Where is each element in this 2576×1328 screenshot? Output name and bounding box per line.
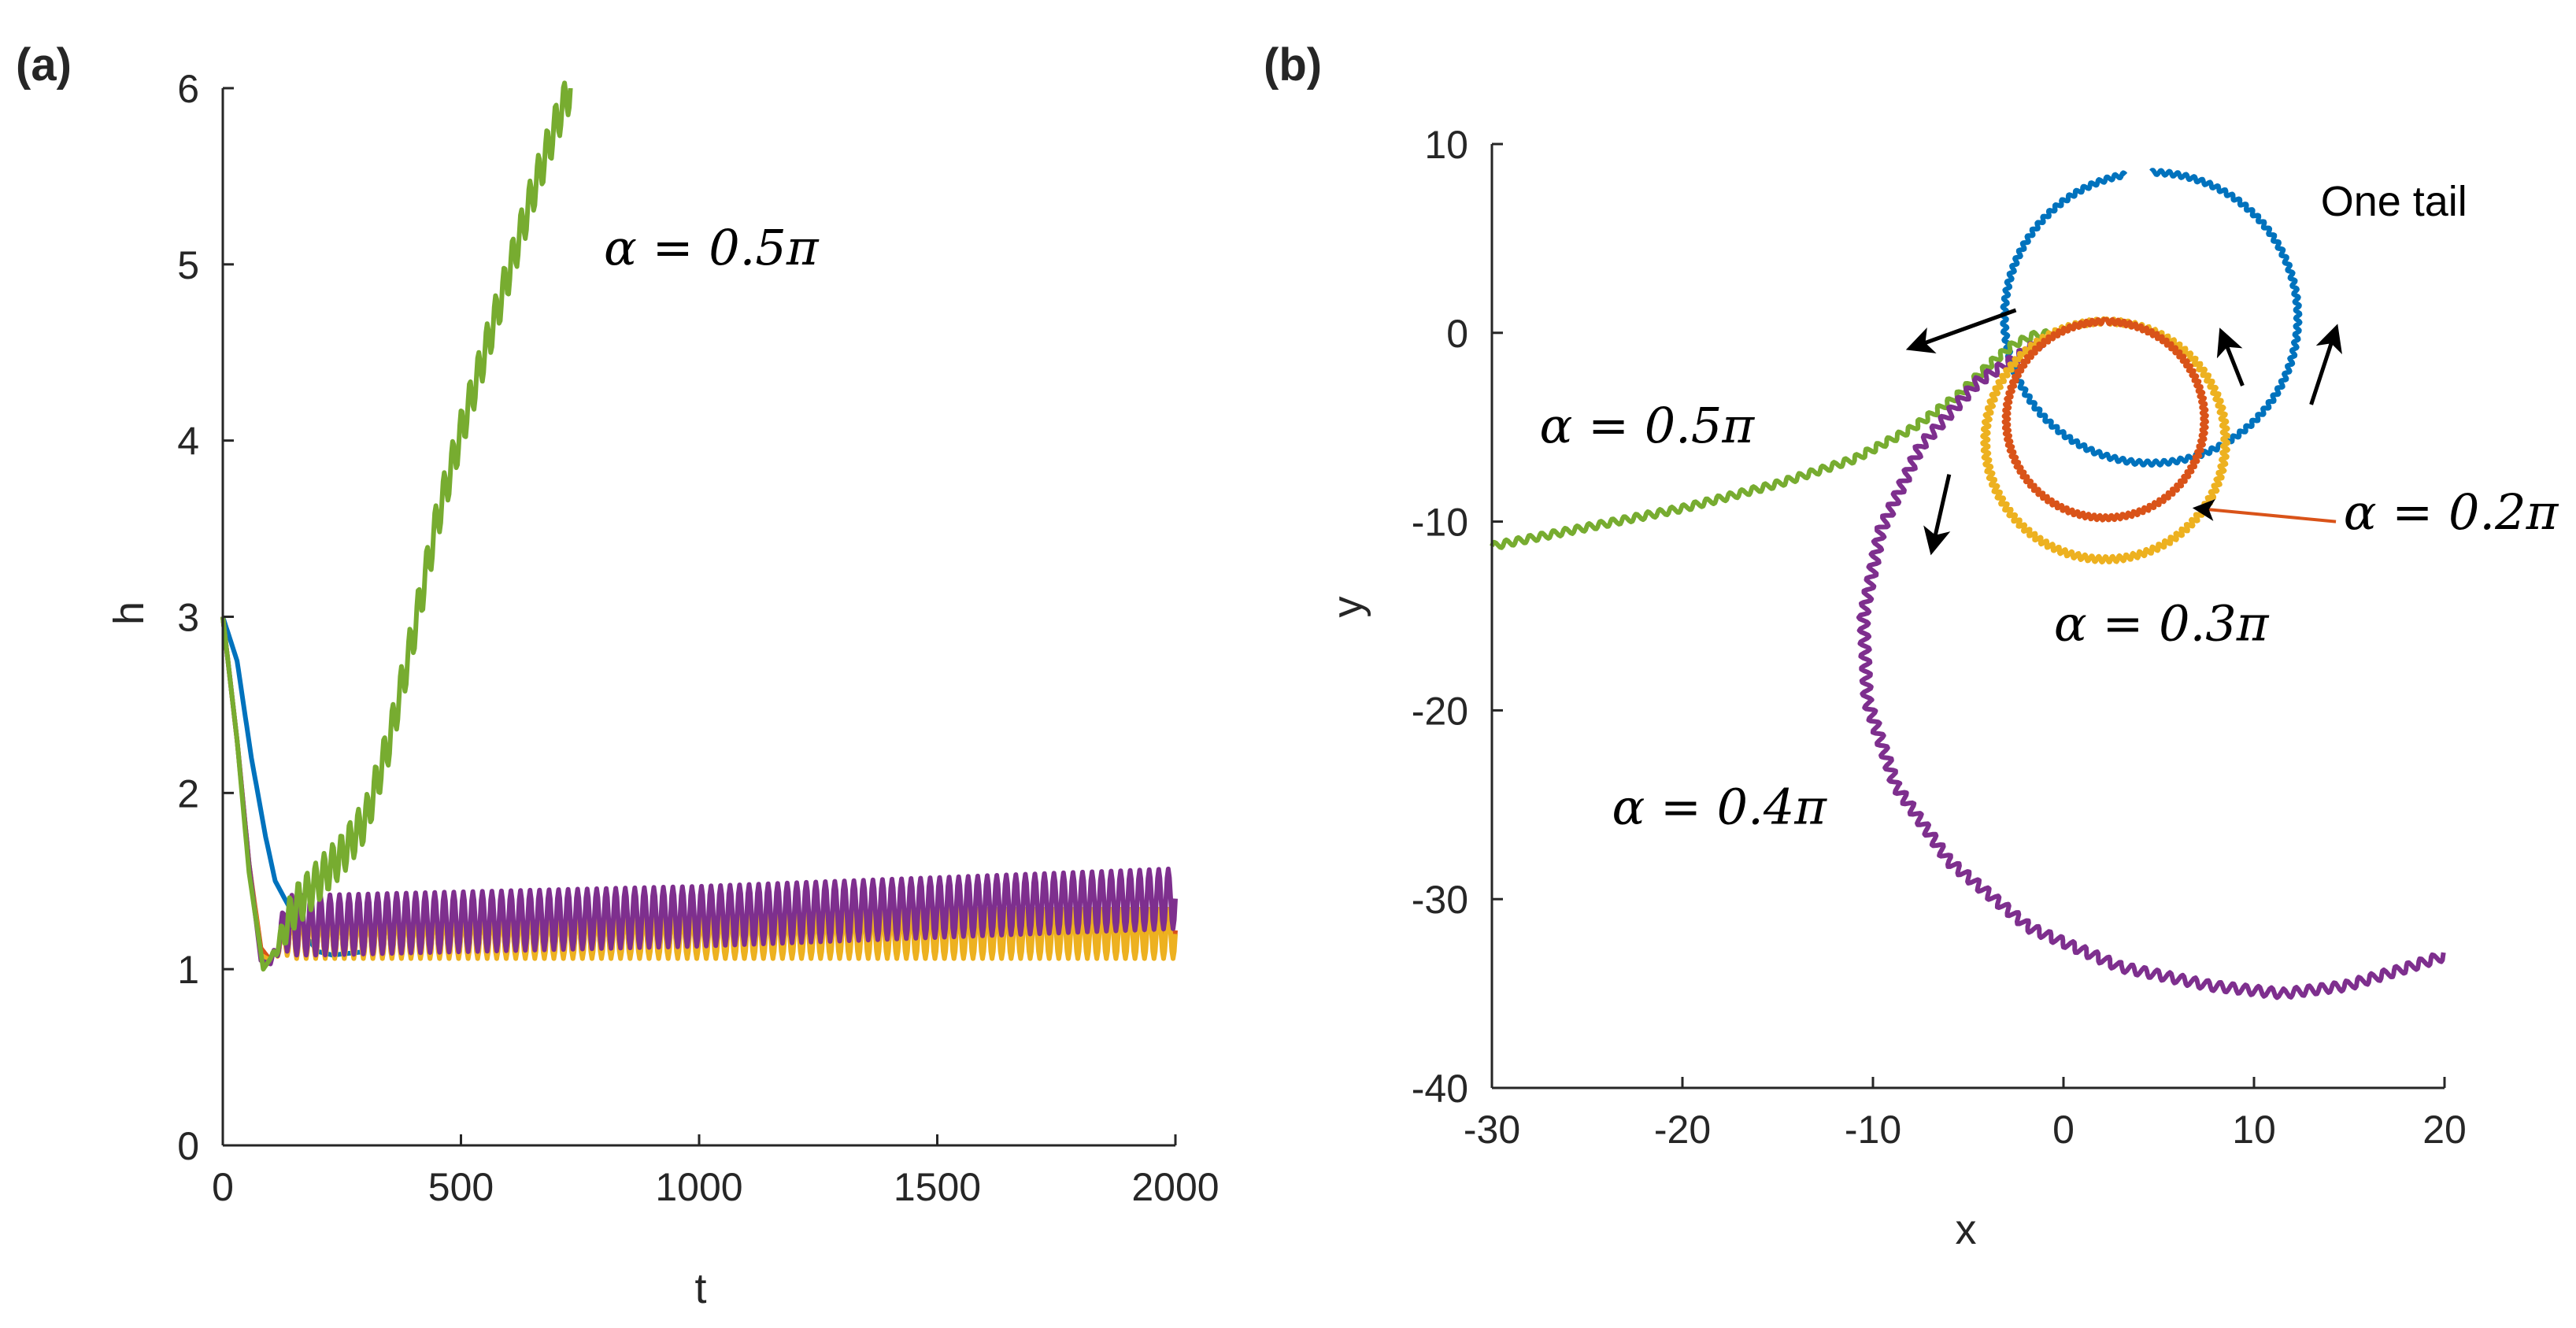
y-tick-label: 6 — [177, 67, 199, 111]
y-tick-label: 4 — [177, 420, 199, 464]
trajectory-alpha-0-3pi — [1980, 316, 2231, 565]
trajectory-one-tail — [2000, 168, 2303, 468]
y-tick-label: -20 — [1412, 689, 1468, 733]
y-tick-label: 10 — [1424, 123, 1468, 167]
annotation-label: α = 0.4π — [1612, 778, 1827, 835]
x-tick-label: 20 — [2422, 1108, 2467, 1152]
series-line-alpha-0-5pi — [220, 80, 573, 972]
y-tick-label: -10 — [1412, 501, 1468, 545]
x-tick-label: 0 — [212, 1165, 234, 1209]
y-tick-label: 3 — [177, 596, 199, 640]
x-tick-label: 1000 — [655, 1165, 742, 1209]
y-tick-label: 2 — [177, 771, 199, 816]
panel-b-label: (b) — [1264, 39, 1322, 91]
y-tick-label: 5 — [177, 243, 199, 287]
x-tick-label: 0 — [2052, 1108, 2074, 1152]
direction-arrow — [2309, 324, 2342, 405]
annotation-label: α = 0.5π — [604, 219, 820, 276]
x-tick-label: -10 — [1845, 1108, 1901, 1152]
annotation-label: α = 0.3π — [2054, 595, 2270, 653]
panel-a-plot: 0 500 1000 1500 2000 0 1 2 3 4 5 6 α = 0.5π — [177, 67, 1219, 1209]
trajectory-alpha-0-2pi — [2001, 316, 2209, 523]
direction-arrow — [1905, 308, 2017, 353]
panel-a: (a) 0 500 1000 1500 2000 0 1 2 3 4 5 6 α = 0.5π t h — [16, 39, 1220, 1312]
x-tick-label: 2000 — [1131, 1165, 1219, 1209]
panel-b-xlabel: x — [1956, 1206, 1977, 1253]
panel-a-xlabel: t — [694, 1265, 706, 1312]
trajectory-alpha-0-4pi — [1856, 341, 2446, 1001]
y-tick-label: -40 — [1412, 1067, 1468, 1111]
x-tick-label: 500 — [428, 1165, 494, 1209]
annotation-label: α = 0.5π — [1540, 397, 1756, 454]
panel-a-label: (a) — [16, 39, 72, 91]
direction-arrow — [1923, 474, 1952, 556]
annotation-label: α = 0.2π — [2344, 483, 2559, 541]
series-line-alpha-0-4pi — [220, 616, 1178, 967]
annotation-label: One tail — [2321, 178, 2467, 225]
x-tick-label: -20 — [1654, 1108, 1711, 1152]
y-tick-label: -30 — [1412, 878, 1468, 922]
direction-arrow — [2216, 327, 2245, 387]
x-tick-label: 1500 — [894, 1165, 981, 1209]
x-tick-label: 10 — [2232, 1108, 2276, 1152]
y-tick-label: 1 — [177, 948, 199, 992]
x-tick-label: -30 — [1464, 1108, 1520, 1152]
y-tick-label: 0 — [1446, 312, 1468, 356]
label-pointer — [2192, 498, 2337, 523]
panel-a-ylabel: h — [105, 601, 153, 625]
trajectory-alpha-0-5pi — [1490, 328, 2056, 550]
panel-b-ylabel: y — [1324, 597, 1371, 618]
y-tick-label: 0 — [177, 1124, 199, 1168]
